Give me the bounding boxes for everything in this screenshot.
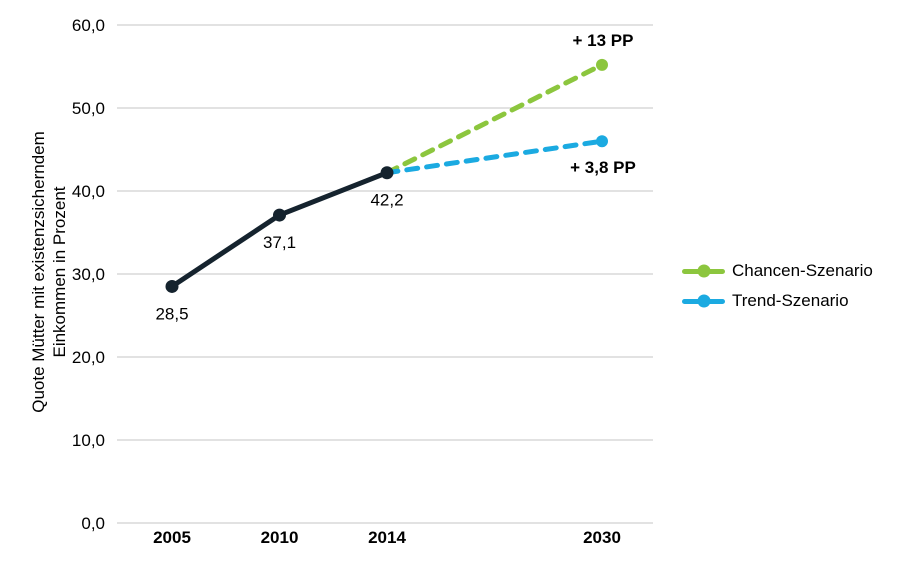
data-label: 42,2 [370, 191, 403, 210]
chancen-szenario-dot-icon [697, 264, 710, 278]
series-line-trend-szenario [384, 138, 605, 176]
y-tick-label: 20,0 [72, 348, 105, 367]
x-tick-label: 2010 [261, 528, 299, 547]
trend-szenario-line-icon [682, 294, 725, 308]
y-tick-label: 0,0 [81, 514, 105, 533]
x-tick-label: 2005 [153, 528, 191, 547]
data-point-historical [273, 208, 286, 222]
y-tick-label: 40,0 [72, 182, 105, 201]
y-axis-title: Quote Mütter mit existenzsicherndem Eink… [28, 131, 70, 413]
y-axis-title-line2: Einkommen in Prozent [50, 186, 69, 358]
y-tick-label: 30,0 [72, 265, 105, 284]
legend-label: Trend-Szenario [732, 291, 849, 310]
data-point-historical [380, 166, 394, 180]
data-label: 28,5 [155, 304, 188, 323]
annotation-chancen-szenario: + 13 PP [573, 31, 634, 50]
y-tick-label: 60,0 [72, 16, 105, 35]
legend-item-chancen-szenario: Chancen-Szenario [682, 256, 873, 286]
y-tick-label: 50,0 [72, 99, 105, 118]
series-line-chancen-szenario [384, 62, 605, 176]
end-point-trend-szenario [596, 135, 608, 148]
x-tick-label: 2014 [368, 528, 406, 547]
data-point-historical [165, 279, 179, 293]
legend-item-trend-szenario: Trend-Szenario [682, 286, 873, 316]
chancen-szenario-line-icon [682, 264, 725, 278]
series-line-historical [169, 170, 390, 289]
y-tick-label: 10,0 [72, 431, 105, 450]
trend-szenario-dot-icon [697, 294, 710, 308]
end-point-chancen-szenario [596, 58, 608, 71]
data-label: 37,1 [263, 233, 296, 252]
legend-label: Chancen-Szenario [732, 261, 873, 280]
y-axis-title-line1: Quote Mütter mit existenzsicherndem [29, 131, 48, 413]
x-tick-label: 2030 [583, 528, 621, 547]
annotation-trend-szenario: + 3,8 PP [570, 158, 636, 177]
legend: Chancen-Szenario Trend-Szenario [682, 256, 873, 316]
